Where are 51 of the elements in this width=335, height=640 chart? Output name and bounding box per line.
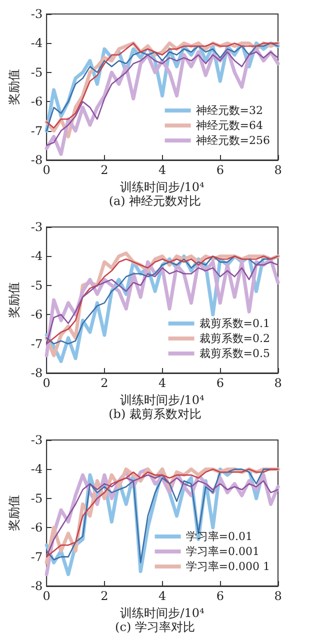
- x-tick-label: 8: [274, 589, 282, 603]
- y-tick-label: -6: [30, 308, 43, 322]
- legend-label: 学习率=0.000 1: [186, 560, 270, 573]
- x-tick-label: 2: [100, 163, 108, 177]
- y-tick-label: -7: [30, 550, 43, 564]
- legend-label: 裁剪系数=0.1: [199, 317, 270, 330]
- legend-label: 裁剪系数=0.2: [199, 332, 270, 345]
- legend-label: 学习率=0.001: [186, 545, 260, 558]
- y-tick-label: -5: [30, 278, 43, 292]
- y-tick-label: -7: [30, 336, 43, 351]
- y-tick-label: -8: [30, 366, 43, 380]
- text: (a) 神经元数对比: [108, 194, 202, 208]
- text: (b) 裁剪系数对比: [108, 407, 202, 421]
- y-tick-label: -3: [30, 433, 43, 447]
- legend-label: 裁剪系数=0.5: [199, 347, 270, 360]
- y-axis-title: 奖励值: [7, 495, 21, 531]
- x-tick-label: 6: [216, 589, 224, 603]
- x-tick-label: 0: [42, 163, 50, 177]
- y-axis-title: 奖励值: [7, 282, 21, 318]
- x-tick-label: 2: [100, 589, 108, 603]
- x-tick-label: 0: [42, 376, 50, 390]
- legend-label: 神经元数=64: [196, 119, 264, 132]
- x-axis-title: 训练时间步/10⁴: [120, 606, 205, 620]
- x-tick-label: 8: [274, 163, 282, 177]
- y-axis-title: 奖励值: [7, 69, 21, 105]
- y-tick-label: -8: [30, 153, 43, 167]
- x-tick-label: 6: [216, 163, 224, 177]
- x-tick-label: 6: [216, 376, 224, 390]
- y-tick-label: -5: [30, 491, 43, 506]
- y-tick-label: -4: [30, 462, 43, 476]
- y-tick-label: -7: [30, 124, 43, 138]
- y-tick-label: -4: [30, 249, 43, 264]
- x-tick-label: 8: [274, 376, 282, 390]
- legend-label: 神经元数=32: [196, 104, 264, 117]
- text: (c) 学习率对比: [115, 620, 195, 634]
- x-tick-label: 4: [158, 376, 166, 390]
- x-axis-title: 训练时间步/10⁴: [120, 180, 205, 194]
- x-tick-label: 0: [42, 589, 50, 603]
- y-tick-label: -8: [30, 579, 43, 593]
- y-tick-label: -6: [30, 520, 43, 535]
- y-tick-label: -3: [30, 7, 43, 21]
- y-tick-label: -6: [30, 94, 43, 109]
- y-tick-label: -3: [30, 220, 43, 234]
- x-axis-title: 训练时间步/10⁴: [120, 392, 205, 407]
- x-tick-label: 2: [100, 376, 108, 390]
- legend-label: 神经元数=256: [196, 134, 270, 147]
- y-tick-label: -5: [30, 65, 43, 80]
- legend-label: 学习率=0.01: [186, 530, 253, 543]
- x-tick-label: 4: [158, 589, 166, 603]
- x-tick-label: 4: [158, 163, 166, 177]
- y-tick-label: -4: [30, 36, 43, 50]
